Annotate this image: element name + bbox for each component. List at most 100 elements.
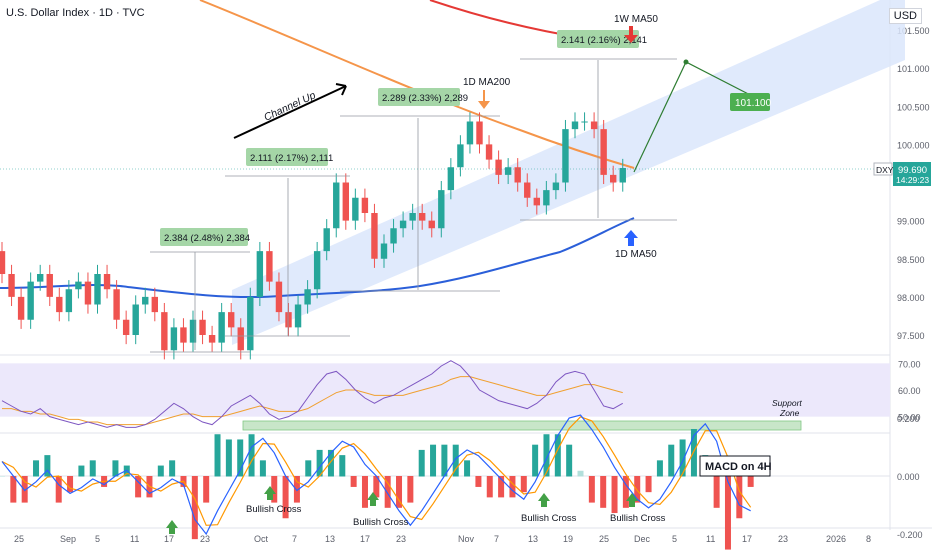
candle-body (228, 312, 235, 328)
time-tick-label: 17 (742, 534, 752, 544)
measure-label-box (160, 228, 248, 246)
macd-hist-bar (78, 465, 85, 477)
bullish-cross-label: Bullish Cross (353, 517, 409, 528)
macd-hist-bar (157, 465, 164, 477)
macd-hist-bar (634, 476, 641, 503)
macd-hist-bar (713, 476, 720, 508)
candle-body (189, 319, 197, 343)
macd-hist-bar (89, 460, 96, 477)
macd-hist-bar (384, 476, 391, 508)
macd-hist-bar (532, 444, 539, 477)
time-tick-label: 23 (200, 534, 210, 544)
macd-hist-bar (464, 460, 471, 477)
macd-hist-bar (611, 476, 618, 514)
macd-signal-line (1, 416, 752, 526)
macd-tick-label: 0.000 (897, 472, 920, 482)
macd-label: MACD on 4H (705, 461, 772, 473)
candle-body (390, 228, 397, 244)
candle-body (457, 144, 464, 168)
macd-hist-bar (622, 476, 629, 508)
candle-body (361, 197, 369, 213)
bullish-arrow-icon (626, 493, 638, 507)
macd-hist-bar (498, 476, 505, 498)
macd-label-box (699, 455, 771, 477)
support-label: Support (772, 398, 802, 408)
macd-hist-bar (135, 476, 142, 498)
candle-body (619, 168, 626, 183)
candle-body (447, 167, 455, 191)
macd-hist-bar (668, 444, 675, 477)
macd-hist-bar (577, 470, 584, 477)
rsi-line (1, 360, 623, 428)
macd-hist-bar (282, 476, 289, 519)
candle-body (466, 121, 474, 145)
candle-body (333, 182, 340, 229)
time-tick-label: 8 (866, 534, 871, 544)
macd-hist-bar (430, 444, 437, 477)
measure-label: 2.384 (2.48%) 2,384 (164, 233, 250, 244)
support-zone (242, 420, 802, 431)
measure-label-box (246, 148, 328, 166)
price-tick-label: 101.500 (897, 26, 930, 36)
candle-body (8, 274, 15, 297)
price-tick-label: 98.500 (897, 255, 925, 265)
measure-label-box (557, 30, 639, 48)
candle-body (218, 312, 225, 343)
candle-body (65, 289, 73, 313)
macd-hist-bar (407, 476, 414, 503)
macd-hist-bar (248, 434, 255, 477)
bullish-cross-label: Bullish Cross (246, 504, 302, 515)
candle-body (581, 121, 588, 123)
symbol-tag-box (873, 162, 893, 176)
candle-body (122, 319, 130, 335)
bullish-arrow-icon (538, 493, 550, 507)
candle-body (304, 289, 311, 305)
macd-hist-bar (520, 476, 527, 493)
macd-tick-label: 0.200 (897, 414, 920, 424)
measure-label: 2.141 (2.16%) 2,141 (561, 35, 647, 46)
candle-body (46, 274, 53, 297)
candle-body (323, 228, 330, 252)
candle-body (495, 159, 502, 175)
target-box (730, 93, 770, 111)
price-tick-label: 99.000 (897, 217, 925, 227)
macd-hist-bar (169, 460, 176, 477)
macd-line (1, 414, 751, 536)
macd-hist-bar (55, 476, 62, 503)
macd-hist-bar (44, 455, 51, 477)
time-tick-label: Nov (458, 534, 475, 544)
macd-tick-label: -0.200 (897, 530, 923, 540)
rsi-tick-label: 50.00 (898, 413, 921, 423)
macd-hist-bar (67, 476, 74, 493)
macd-hist-bar (679, 439, 686, 477)
macd-hist-bar (441, 444, 448, 477)
candle-body (552, 182, 560, 191)
candle-body (170, 327, 178, 351)
bullish-cross-label: Bullish Cross (610, 513, 666, 524)
macd-hist-bar (214, 434, 221, 477)
macd-hist-bar (33, 460, 40, 477)
macd-hist-bar (237, 439, 244, 477)
candle-body (275, 281, 283, 313)
channel-arrow-line (233, 85, 347, 139)
macd-hist-bar (747, 476, 754, 487)
candle-body (266, 251, 273, 282)
ma50-1d-line (0, 217, 635, 299)
chart-title: U.S. Dollar Index · 1D · TVC (6, 7, 145, 19)
candle-body (485, 144, 493, 160)
candle-body (142, 296, 149, 305)
time-tick-label: Sep (60, 534, 76, 544)
candle-body (514, 167, 521, 183)
time-tick-label: 11 (130, 534, 139, 544)
zone-label: Zone (779, 408, 800, 418)
measure-label-box (378, 88, 460, 106)
currency-button[interactable]: USD (888, 8, 922, 24)
candle-body (247, 296, 254, 351)
ma50-1d-label: 1D MA50 (615, 249, 657, 260)
time-tick-label: Dec (634, 534, 651, 544)
candle-body (438, 190, 445, 229)
macd-hist-bar (418, 449, 425, 477)
measure-label: 2.111 (2.17%) 2,111 (250, 153, 333, 164)
candle-body (180, 327, 187, 343)
